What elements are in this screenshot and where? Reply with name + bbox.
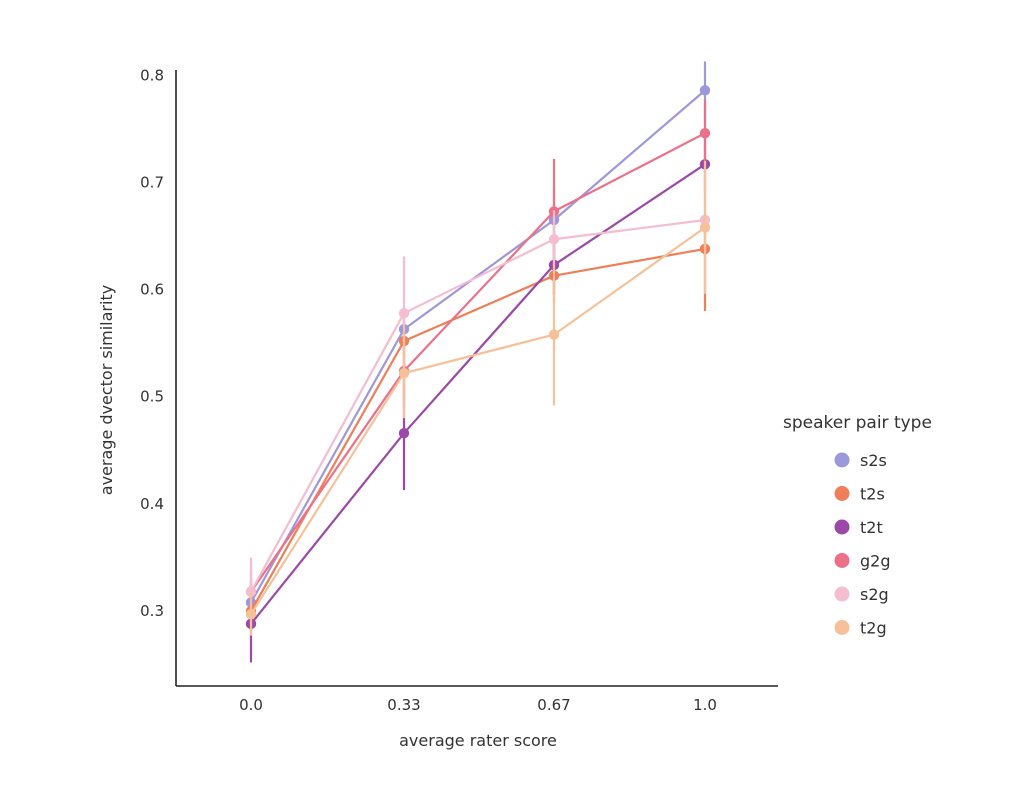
- data-point-g2g: [699, 128, 711, 139]
- y-tick-label: 0.6: [140, 281, 164, 299]
- data-point-t2g: [398, 367, 410, 379]
- x-tick-labels: 0.0 0.33 0.67 1.0: [239, 696, 717, 714]
- series-t2t: [245, 135, 711, 663]
- data-point-s2g: [245, 586, 257, 597]
- y-axis-title: average dvector similarity: [97, 285, 116, 495]
- data-point-t2t: [398, 427, 410, 439]
- legend-label-t2t: t2t: [860, 518, 883, 537]
- series-line-t2g: [250, 226, 706, 615]
- y-tick-label: 0.5: [140, 388, 164, 406]
- legend-label-g2g: g2g: [860, 552, 891, 571]
- series-t2g: [245, 161, 711, 636]
- legend-label-s2s: s2s: [860, 451, 887, 470]
- legend-items: s2s t2s t2t g2g s2g t2g: [834, 451, 891, 638]
- legend-marker-s2s: [834, 452, 850, 468]
- legend-marker-t2t: [834, 519, 850, 535]
- data-point-s2g: [548, 234, 560, 245]
- y-tick-label: 0.3: [140, 602, 164, 620]
- legend-marker-t2g: [834, 620, 850, 635]
- series-layer: [245, 61, 711, 663]
- series-line-t2t: [250, 163, 706, 625]
- data-point-t2g: [699, 222, 711, 233]
- x-axis-title: average rater score: [399, 731, 557, 750]
- data-point-s2s: [699, 85, 711, 96]
- legend-label-t2s: t2s: [860, 485, 885, 504]
- x-tick-label: 1.0: [693, 696, 717, 714]
- series-line-s2g: [250, 218, 706, 593]
- series-g2g: [245, 99, 711, 614]
- data-point-s2g: [398, 307, 410, 319]
- legend-label-t2g: t2g: [860, 619, 887, 638]
- legend: speaker pair type s2s t2s t2t g2g s2g t2g: [783, 413, 932, 638]
- legend-marker-t2s: [834, 486, 850, 501]
- x-tick-label: 0.0: [239, 696, 263, 714]
- legend-label-s2g: s2g: [860, 585, 889, 604]
- series-line-t2s: [250, 247, 706, 612]
- x-tick-label: 0.33: [387, 696, 420, 714]
- y-tick-label: 0.4: [140, 495, 164, 513]
- data-point-t2g: [548, 329, 560, 340]
- series-s2g: [245, 191, 711, 628]
- legend-title: speaker pair type: [783, 413, 932, 433]
- y-tick-labels: 0.3 0.4 0.5 0.6 0.7 0.8: [140, 66, 164, 620]
- series-line-s2s: [250, 89, 706, 603]
- series-line-g2g: [250, 132, 706, 593]
- x-tick-label: 0.67: [537, 696, 570, 714]
- legend-marker-g2g: [834, 553, 850, 568]
- data-point-t2g: [245, 609, 257, 620]
- series-s2s: [245, 61, 711, 624]
- y-tick-label: 0.7: [140, 173, 164, 191]
- axes-layer: [175, 70, 778, 687]
- y-tick-label: 0.8: [140, 66, 164, 84]
- legend-marker-s2g: [834, 586, 850, 602]
